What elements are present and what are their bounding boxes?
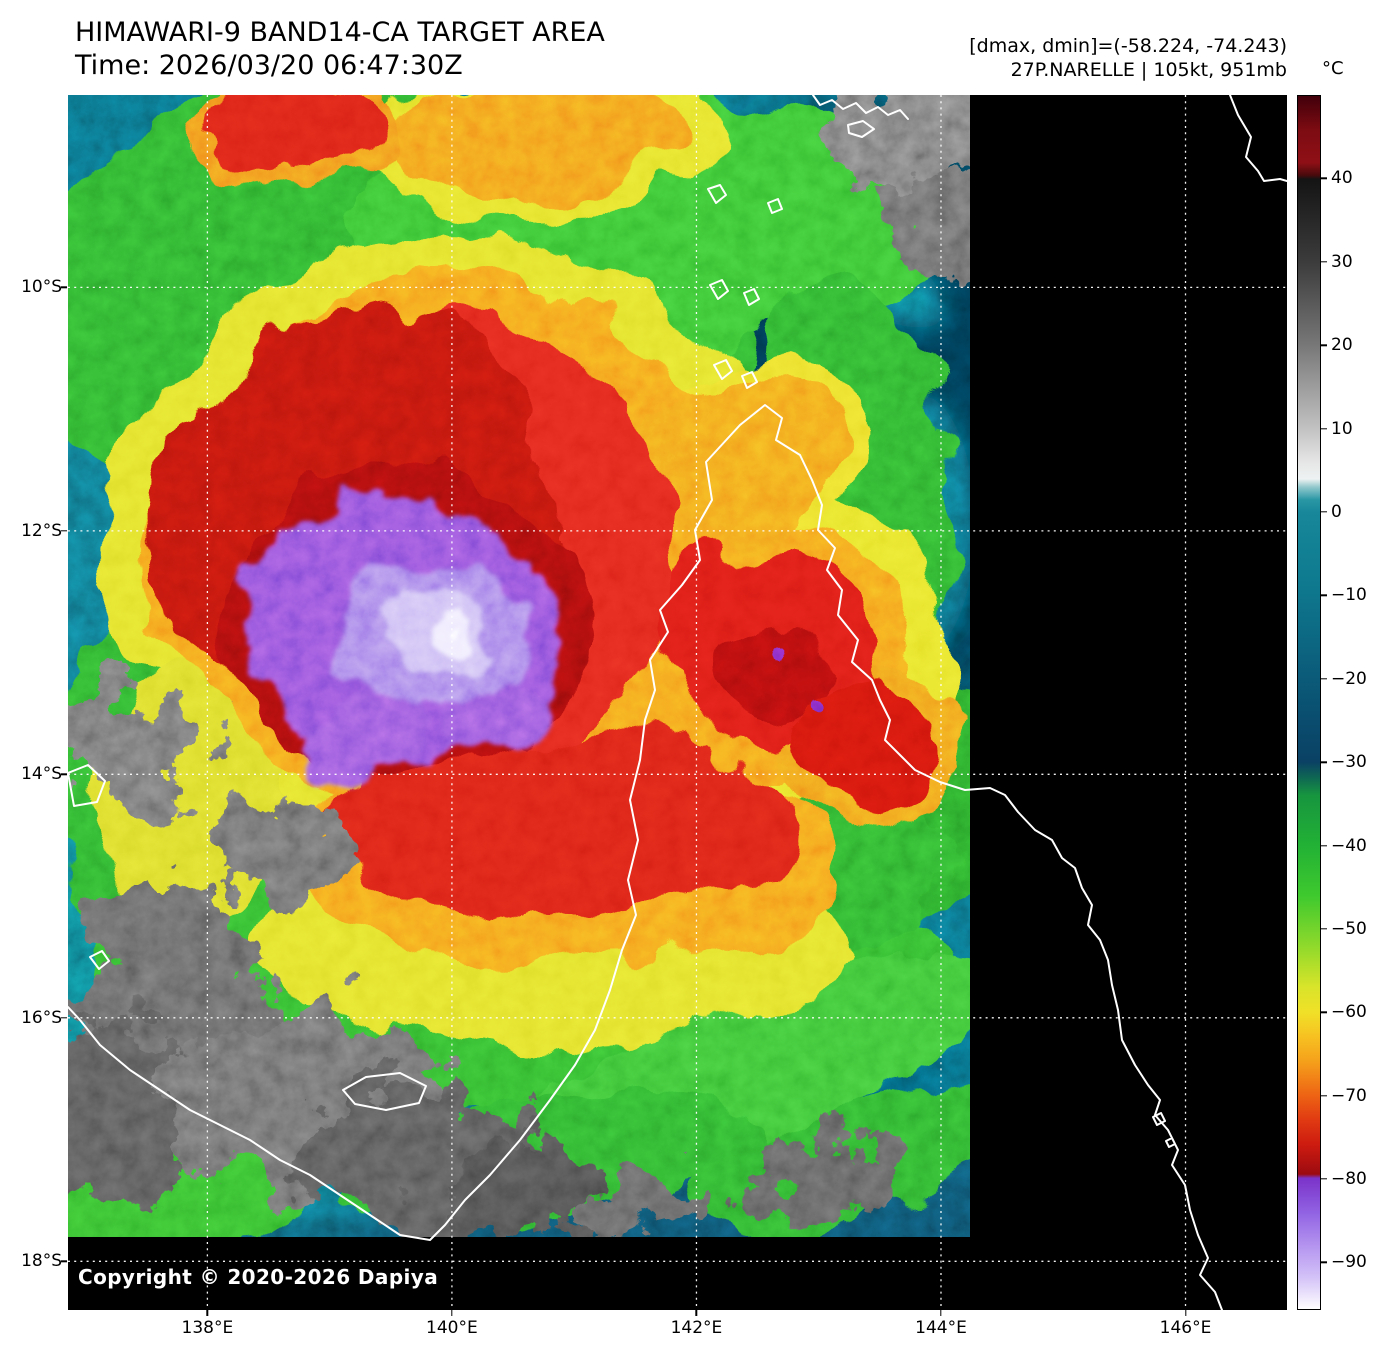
copyright-label: Copyright © 2020-2026 Dapiya	[78, 1265, 439, 1289]
colorbar-tick-label: −30	[1331, 752, 1367, 773]
gridlines	[68, 95, 1287, 1310]
colorbar-tick-mark	[1321, 261, 1327, 263]
header-right: [dmax, dmin]=(-58.224, -74.243) 27P.NARE…	[969, 34, 1287, 82]
colorbar-tick-label: −60	[1331, 1002, 1367, 1023]
lon-tick-label: 144°E	[915, 1318, 967, 1338]
lon-tick-mark	[1184, 1310, 1187, 1316]
figure-time-label: Time: 2026/03/20 06:47:30Z	[75, 50, 463, 81]
lon-tick-label: 146°E	[1159, 1318, 1212, 1338]
colorbar-tick-mark	[1321, 511, 1327, 513]
colorbar-tick-label: 20	[1331, 335, 1353, 356]
lat-tick-label: 18°S	[21, 1251, 62, 1272]
lon-tick-mark	[451, 1310, 453, 1316]
colorbar-gradient	[1297, 95, 1321, 1310]
lat-tick-mark	[61, 1017, 67, 1019]
colorbar-tick-label: −40	[1331, 835, 1367, 856]
lat-tick-mark	[61, 530, 67, 532]
colorbar-tick-mark	[1321, 928, 1327, 930]
colorbar-tick-mark	[1321, 427, 1327, 430]
colorbar-unit-label: °C	[1322, 58, 1344, 79]
satellite-ir-scene	[68, 95, 1287, 1310]
colorbar-tick-label: 40	[1331, 168, 1353, 189]
lon-tick-mark	[940, 1310, 942, 1316]
colorbar-tick-label: 10	[1331, 418, 1353, 439]
colorbar-tick-mark	[1321, 1261, 1327, 1264]
lat-tick-mark	[61, 773, 67, 776]
colorbar-tick-mark	[1321, 177, 1327, 180]
lon-tick-mark	[206, 1310, 209, 1316]
lat-tick-mark	[61, 286, 67, 289]
header-left: HIMAWARI-9 BAND14-CA TARGET AREA Time: 2…	[75, 16, 605, 82]
coastline-path	[68, 95, 1287, 1310]
colorbar-tick-mark	[1321, 761, 1327, 763]
colorbar-tick-mark	[1321, 1094, 1327, 1097]
lat-tick-label: 12°S	[21, 520, 62, 541]
ir-data-region	[68, 95, 970, 1237]
lon-tick-label: 138°E	[181, 1318, 234, 1338]
cloud-texture-noise	[68, 95, 970, 1237]
colorbar-tick-label: −80	[1331, 1169, 1367, 1190]
lon-tick-label: 140°E	[426, 1318, 478, 1338]
lon-tick-label: 142°E	[670, 1318, 723, 1338]
colorbar-tick-label: 30	[1331, 251, 1353, 272]
lat-tick-mark	[61, 1260, 67, 1262]
lon-tick-mark	[695, 1310, 698, 1316]
lat-tick-label: 10°S	[21, 277, 62, 298]
colorbar-tick-label: −70	[1331, 1085, 1367, 1106]
colorbar-tick-label: −20	[1331, 668, 1367, 689]
colorbar-tick-mark	[1321, 344, 1327, 346]
colorbar-tick-mark	[1321, 594, 1327, 597]
lat-tick-label: 14°S	[21, 764, 62, 785]
colorbar-tick-label: 0	[1331, 501, 1342, 522]
figure-title: HIMAWARI-9 BAND14-CA TARGET AREA	[75, 17, 605, 48]
map-plot-area: Copyright © 2020-2026 Dapiya	[68, 95, 1287, 1310]
colorbar-tick-mark	[1321, 678, 1327, 680]
colorbar-tick-label: −90	[1331, 1252, 1367, 1273]
colorbar-tick-mark	[1321, 1178, 1327, 1180]
dmax-dmin-label: [dmax, dmin]=(-58.224, -74.243)	[969, 35, 1287, 57]
colorbar-tick-label: −10	[1331, 585, 1367, 606]
colorbar-tick-label: −50	[1331, 918, 1367, 939]
colorbar-tick-mark	[1321, 1011, 1327, 1013]
lat-tick-label: 16°S	[21, 1007, 62, 1028]
storm-info-label: 27P.NARELLE | 105kt, 951mb	[1010, 59, 1287, 81]
colorbar-tick-mark	[1321, 844, 1327, 847]
